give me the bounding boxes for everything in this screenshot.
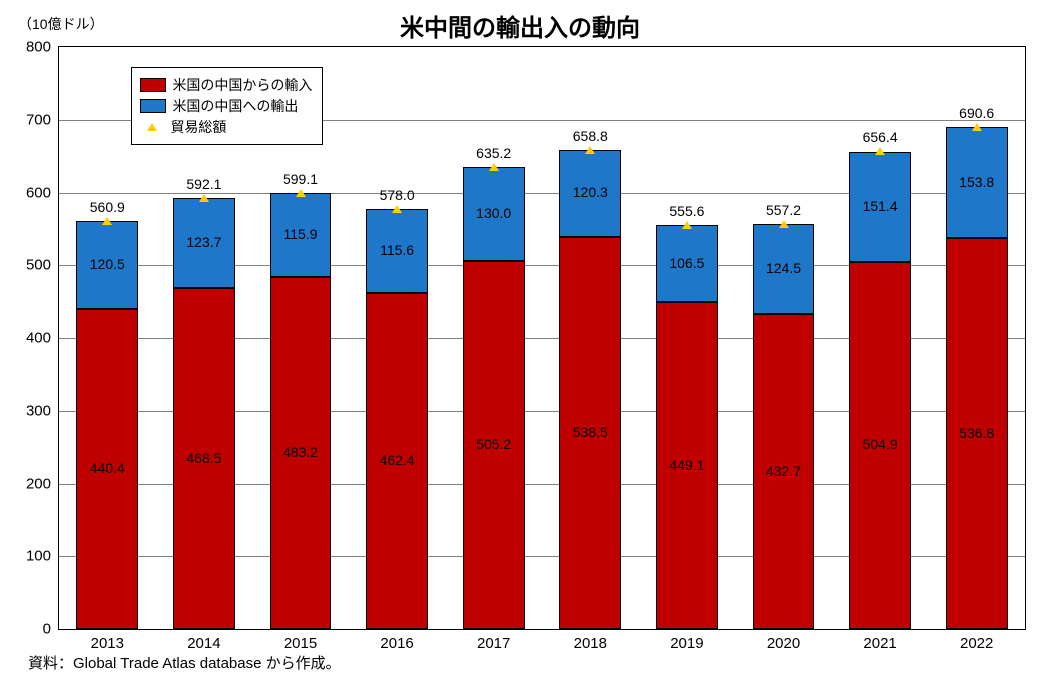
bar-value-imports: 432.7	[766, 463, 801, 479]
x-tick-label: 2017	[477, 635, 510, 652]
x-tick-label: 2019	[670, 635, 703, 652]
total-marker-icon	[102, 217, 112, 225]
total-marker-icon	[585, 146, 595, 154]
total-marker-icon	[682, 221, 692, 229]
bar-value-imports: 538.5	[573, 424, 608, 440]
bar-value-exports: 120.3	[573, 184, 608, 200]
legend: 米国の中国からの輸入米国の中国への輸出貿易総額	[131, 67, 323, 145]
legend-item: 貿易総額	[140, 117, 312, 137]
total-value-label: 656.4	[863, 129, 898, 145]
total-marker-icon	[875, 147, 885, 155]
y-tick-label: 200	[26, 475, 51, 492]
total-value-label: 578.0	[380, 187, 415, 203]
legend-swatch-icon	[140, 99, 166, 113]
x-tick-label: 2014	[187, 635, 220, 652]
bar-value-exports: 115.9	[284, 226, 318, 242]
bar-value-imports: 440.4	[90, 460, 125, 476]
bar-value-imports: 468.5	[186, 450, 221, 466]
total-value-label: 592.1	[186, 176, 221, 192]
chart-title: 米中間の輸出入の動向	[0, 8, 1040, 43]
plot-area: 01002003004005006007008002013440.4120.55…	[58, 46, 1026, 630]
y-tick-label: 400	[26, 330, 51, 347]
y-tick-label: 800	[26, 39, 51, 56]
y-tick-label: 700	[26, 111, 51, 128]
bar-value-exports: 120.5	[90, 256, 125, 272]
legend-triangle-icon	[140, 121, 164, 133]
bar-value-imports: 504.9	[863, 436, 898, 452]
y-tick-label: 100	[26, 548, 51, 565]
legend-item: 米国の中国への輸出	[140, 96, 312, 116]
total-marker-icon	[779, 220, 789, 228]
bar-value-imports: 462.4	[380, 452, 415, 468]
bar-value-imports: 449.1	[669, 457, 704, 473]
bar-value-imports: 505.2	[476, 436, 511, 452]
y-tick-label: 300	[26, 402, 51, 419]
x-tick-label: 2015	[284, 635, 317, 652]
legend-label: 米国の中国からの輸入	[172, 75, 312, 95]
total-value-label: 555.6	[669, 203, 704, 219]
x-tick-label: 2022	[960, 635, 993, 652]
total-marker-icon	[972, 123, 982, 131]
total-marker-icon	[296, 189, 306, 197]
bar-value-exports: 115.6	[380, 242, 414, 258]
total-marker-icon	[392, 205, 402, 213]
total-marker-icon	[199, 194, 209, 202]
bar-value-exports: 106.5	[669, 255, 704, 271]
total-value-label: 599.1	[283, 171, 318, 187]
total-value-label: 557.2	[766, 202, 801, 218]
total-value-label: 658.8	[573, 128, 608, 144]
legend-item: 米国の中国からの輸入	[140, 75, 312, 95]
bar-value-exports: 153.8	[959, 174, 994, 190]
x-tick-label: 2018	[574, 635, 607, 652]
bar-value-exports: 123.7	[186, 234, 221, 250]
total-value-label: 560.9	[90, 199, 125, 215]
legend-label: 米国の中国への輸出	[172, 96, 298, 116]
bar-value-exports: 124.5	[766, 260, 801, 276]
legend-label: 貿易総額	[170, 117, 226, 137]
source-note: 資料：Global Trade Atlas database から作成。	[28, 652, 341, 673]
total-value-label: 635.2	[476, 145, 511, 161]
x-tick-label: 2016	[380, 635, 413, 652]
total-marker-icon	[489, 163, 499, 171]
y-tick-label: 500	[26, 257, 51, 274]
bar-value-exports: 130.0	[476, 205, 511, 221]
y-tick-label: 600	[26, 184, 51, 201]
total-value-label: 690.6	[959, 105, 994, 121]
bar-value-exports: 151.4	[863, 198, 898, 214]
bar-value-imports: 483.2	[283, 444, 318, 460]
bar-value-imports: 536.8	[959, 425, 994, 441]
chart-container: （10億ドル） 米中間の輸出入の動向 010020030040050060070…	[0, 0, 1040, 678]
legend-swatch-icon	[140, 78, 166, 92]
x-tick-label: 2020	[767, 635, 800, 652]
x-tick-label: 2013	[91, 635, 124, 652]
y-tick-label: 0	[43, 621, 51, 638]
x-tick-label: 2021	[863, 635, 896, 652]
